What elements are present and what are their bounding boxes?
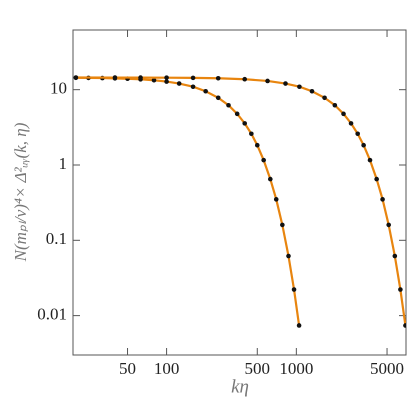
- series-line: [75, 76, 301, 326]
- data-point: [138, 75, 143, 80]
- data-point: [273, 197, 279, 202]
- y-tick-label: 0.1: [46, 229, 67, 248]
- x-tick-label: 1000: [279, 359, 313, 378]
- data-point: [190, 84, 196, 90]
- data-point: [203, 88, 208, 94]
- data-point: [286, 253, 291, 259]
- data-point: [242, 76, 248, 82]
- data-point: [190, 75, 196, 81]
- data-point: [265, 78, 270, 84]
- data-point: [176, 81, 182, 86]
- data-point: [392, 253, 398, 259]
- data-point: [73, 75, 79, 80]
- data-point: [374, 176, 379, 182]
- data-point: [151, 77, 157, 83]
- y-tick-label: 10: [50, 79, 67, 98]
- data-point: [297, 84, 302, 90]
- y-tick-label: 0.01: [37, 305, 67, 324]
- data-point: [226, 102, 231, 108]
- data-point: [341, 111, 346, 117]
- x-tick-label: 5000: [370, 359, 404, 378]
- data-point: [234, 111, 240, 117]
- data-point: [355, 131, 360, 137]
- data-point: [348, 121, 354, 126]
- x-tick-label: 100: [154, 359, 180, 378]
- data-point: [261, 157, 266, 163]
- data-point: [361, 142, 366, 148]
- plot-frame: [72, 29, 407, 356]
- x-tick-label: 500: [245, 359, 271, 378]
- data-point: [112, 75, 118, 80]
- data-point: [242, 121, 248, 126]
- y-tick-label: 1: [59, 154, 68, 173]
- data-point: [367, 157, 373, 163]
- data-point: [309, 88, 315, 94]
- data-point: [398, 287, 403, 292]
- data-point: [332, 102, 338, 108]
- data-point: [403, 323, 406, 328]
- series-line: [75, 76, 406, 326]
- data-point: [215, 75, 221, 81]
- data-point: [164, 75, 169, 80]
- data-point: [249, 131, 254, 137]
- data-point: [380, 197, 385, 202]
- data-point: [268, 176, 273, 182]
- data-point: [283, 81, 288, 86]
- x-tick-label: 50: [119, 359, 136, 378]
- data-point: [296, 323, 302, 328]
- x-axis-label: kη: [231, 376, 249, 397]
- data-point: [280, 222, 285, 228]
- data-point: [164, 79, 169, 84]
- data-point: [215, 95, 221, 101]
- data-point: [254, 142, 260, 148]
- data-point: [291, 287, 297, 292]
- data-point: [322, 95, 327, 101]
- data-point: [386, 222, 391, 228]
- y-axis-label: N(mₚₗ/v)⁴× Δ²ᵤᵧ(k, η): [11, 122, 30, 262]
